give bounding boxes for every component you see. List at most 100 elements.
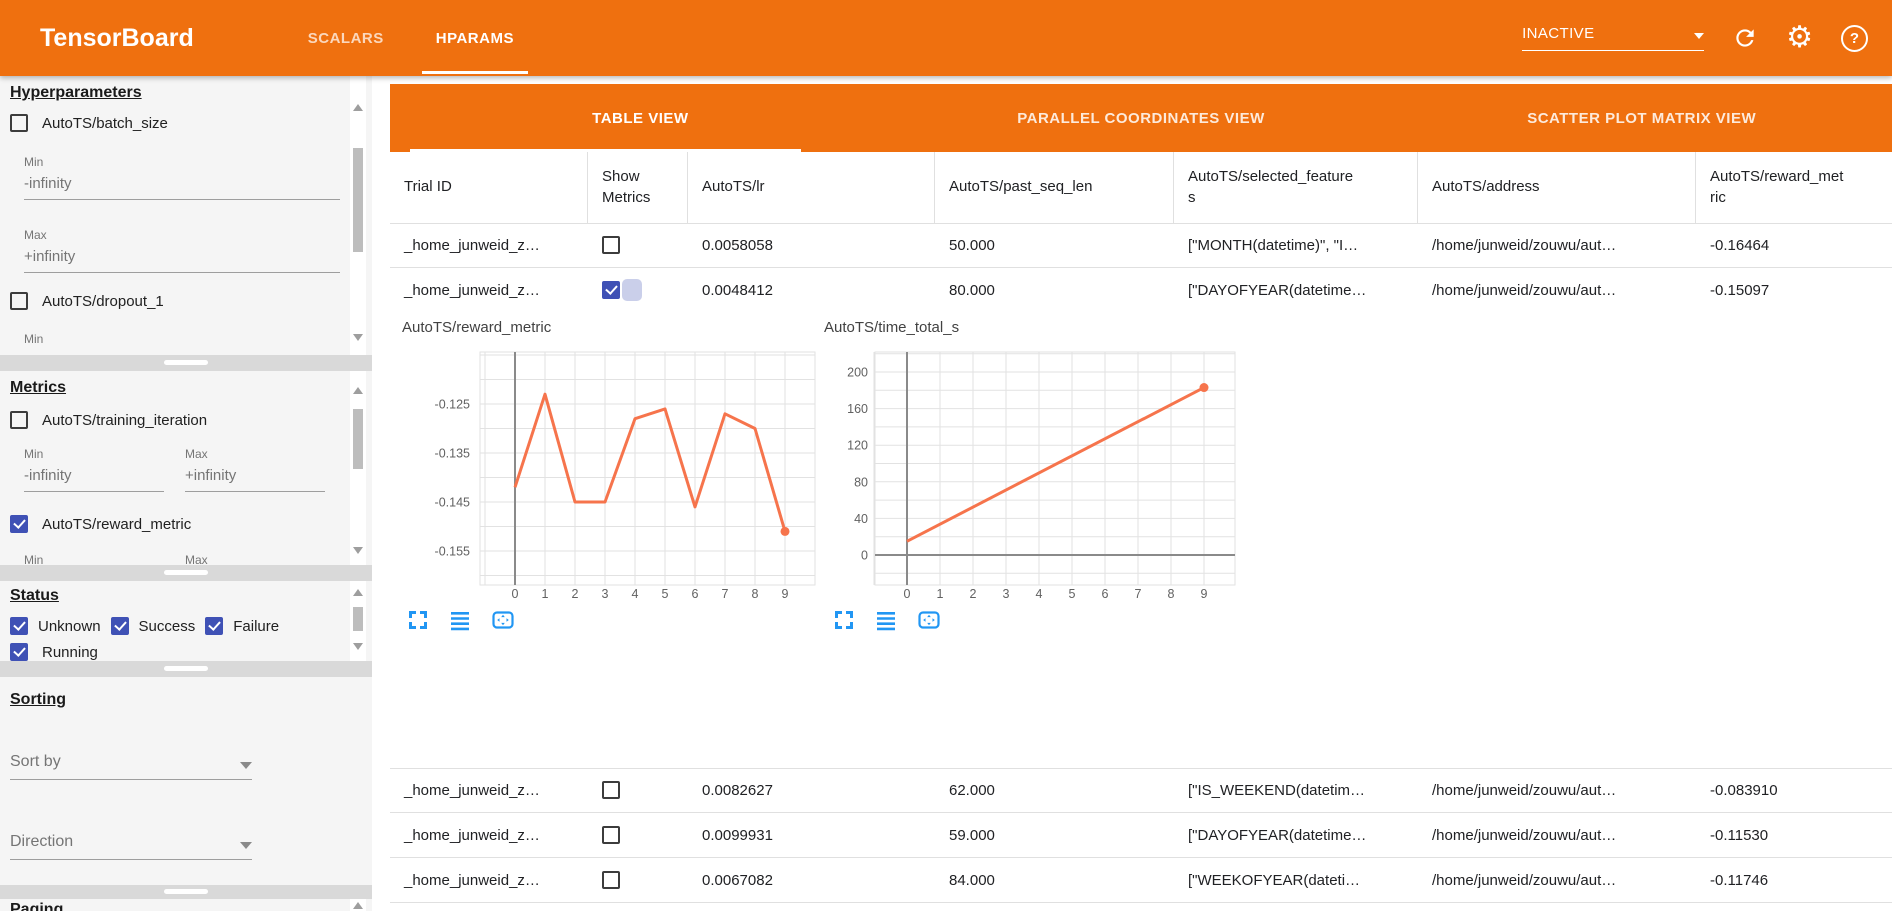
trial-id-cell: _home_junweid_z… — [404, 871, 540, 889]
section-resize-handle[interactable] — [164, 360, 208, 365]
topbar-actions: INACTIVE ⚙ ? — [1522, 23, 1868, 53]
lr-cell: 0.0058058 — [702, 236, 773, 254]
trial-id-cell: _home_junweid_z… — [404, 826, 540, 844]
lr-cell: 0.0067082 — [702, 871, 773, 889]
reward-metric-cell: -0.16464 — [1710, 236, 1770, 254]
address-cell: /home/junweid/zouwu/aut… — [1432, 281, 1617, 299]
scroll-up-icon[interactable] — [353, 387, 363, 394]
column-header-reward-metric[interactable]: AutoTS/reward_metric — [1710, 168, 1844, 206]
show-metrics-cell — [588, 236, 688, 254]
table-row: _home_junweid_z… 0.0082627 62.000 ["IS_WEEK… — [390, 768, 1892, 813]
section-resize-handle[interactable] — [164, 889, 208, 894]
svg-text:2: 2 — [970, 587, 977, 601]
tab-scatter-plot-matrix-view[interactable]: SCATTER PLOT MATRIX VIEW — [1527, 109, 1757, 127]
status-success-checkbox[interactable] — [110, 617, 129, 635]
show-metrics-checkbox[interactable] — [602, 871, 620, 889]
max-input[interactable]: +infinity — [24, 248, 340, 273]
scroll-up-icon[interactable] — [353, 902, 363, 909]
table-row: _home_junweid_z… 0.0099931 59.000 ["DAYOFYE… — [390, 813, 1892, 858]
svg-text:4: 4 — [1036, 587, 1043, 601]
direction-select[interactable]: Direction — [10, 833, 252, 860]
scroll-up-icon[interactable] — [353, 104, 363, 111]
scroll-down-icon[interactable] — [353, 643, 363, 650]
help-icon[interactable]: ? — [1841, 24, 1868, 52]
min-label: Min — [24, 553, 44, 565]
show-metrics-checkbox[interactable] — [602, 826, 620, 844]
min-input[interactable]: -infinity — [24, 175, 340, 200]
direction-value: Direction — [10, 833, 74, 850]
status-unknown-label: Unknown — [38, 617, 101, 635]
settings-gear-icon[interactable]: ⚙ — [1786, 21, 1813, 54]
tab-table-view[interactable]: TABLE VIEW — [390, 84, 891, 152]
metrics-scrollbar[interactable] — [350, 371, 366, 565]
svg-text:40: 40 — [854, 512, 868, 526]
sidebar-section-paging: Paging — [0, 899, 372, 911]
status-unknown-checkbox[interactable] — [10, 617, 28, 635]
past-seq-len-cell: 80.000 — [949, 281, 995, 299]
metric-min-input[interactable]: -infinity — [24, 467, 164, 492]
sort-by-select[interactable]: Sort by — [10, 753, 252, 780]
tab-scalars[interactable]: SCALARS — [307, 29, 384, 47]
dropout-checkbox[interactable] — [10, 292, 28, 310]
list-icon[interactable] — [874, 608, 900, 634]
view-tab-bar: TABLE VIEW PARALLEL COORDINATES VIEW SCA… — [390, 84, 1892, 152]
section-resize-handle[interactable] — [164, 570, 208, 575]
paging-scrollbar[interactable] — [350, 899, 366, 911]
status-success-label: Success — [138, 617, 196, 635]
list-icon[interactable] — [448, 608, 474, 634]
column-header-lr[interactable]: AutoTS/lr — [688, 152, 935, 223]
status-running-checkbox[interactable] — [10, 643, 28, 661]
svg-text:3: 3 — [1003, 587, 1010, 601]
column-header-address[interactable]: AutoTS/address — [1418, 152, 1696, 223]
status-failure-label: Failure — [233, 617, 280, 635]
show-metrics-cell — [588, 871, 688, 889]
batch-size-checkbox[interactable] — [10, 114, 28, 132]
column-header-selected-features[interactable]: AutoTS/selected_features — [1174, 152, 1418, 223]
run-status-value: INACTIVE — [1522, 25, 1595, 42]
column-header-show-metrics[interactable]: Show Metrics — [588, 152, 688, 223]
main-scroll-gutter[interactable] — [372, 76, 390, 911]
reward-metric-checkbox[interactable] — [10, 515, 28, 533]
scroll-down-icon[interactable] — [353, 334, 363, 341]
scrollbar-thumb[interactable] — [353, 148, 363, 252]
metric-max-input[interactable]: +infinity — [185, 467, 325, 492]
reward-metric-cell: -0.11530 — [1710, 826, 1769, 844]
run-status-select[interactable]: INACTIVE — [1522, 25, 1705, 51]
status-failure-checkbox[interactable] — [205, 617, 224, 635]
hyperparameters-scrollbar[interactable] — [350, 76, 366, 355]
section-resize-handle[interactable] — [164, 666, 208, 671]
svg-text:8: 8 — [1168, 587, 1175, 601]
scrollbar-thumb[interactable] — [353, 409, 363, 469]
reload-icon[interactable] — [1732, 25, 1758, 51]
fullscreen-icon[interactable] — [832, 608, 858, 634]
fullscreen-icon[interactable] — [406, 608, 432, 634]
svg-text:-0.125: -0.125 — [435, 398, 470, 412]
status-scrollbar[interactable] — [350, 581, 366, 661]
past-seq-len-cell: 84.000 — [949, 871, 995, 889]
status-heading: Status — [10, 587, 59, 604]
tab-parallel-coordinates-view[interactable]: PARALLEL COORDINATES VIEW — [1017, 109, 1265, 127]
show-metrics-checkbox[interactable] — [602, 281, 620, 299]
column-header-trial-id[interactable]: Trial ID — [390, 152, 588, 223]
scroll-up-icon[interactable] — [353, 589, 363, 596]
show-metrics-checkbox[interactable] — [602, 236, 620, 254]
pan-zoom-icon[interactable] — [490, 608, 516, 634]
lr-cell: 0.0082627 — [702, 781, 773, 799]
show-metrics-checkbox[interactable] — [602, 781, 620, 799]
batch-size-label: AutoTS/batch_size — [42, 114, 168, 132]
scroll-down-icon[interactable] — [353, 547, 363, 554]
app-title: TensorBoard — [40, 23, 194, 52]
svg-text:-0.155: -0.155 — [435, 545, 470, 559]
svg-text:0: 0 — [861, 549, 868, 563]
column-header-past-seq-len[interactable]: AutoTS/past_seq_len — [935, 152, 1174, 223]
svg-text:2: 2 — [572, 587, 579, 601]
min-label: Min — [24, 332, 44, 346]
scrollbar-thumb[interactable] — [353, 607, 363, 631]
pan-zoom-icon[interactable] — [916, 608, 942, 634]
metrics-heading: Metrics — [10, 379, 67, 396]
svg-text:6: 6 — [692, 587, 699, 601]
past-seq-len-cell: 62.000 — [949, 781, 995, 799]
reward-metric-chart-title: AutoTS/reward_metric — [402, 319, 552, 336]
tab-hparams[interactable]: HPARAMS — [410, 0, 540, 76]
training-iteration-checkbox[interactable] — [10, 411, 28, 429]
